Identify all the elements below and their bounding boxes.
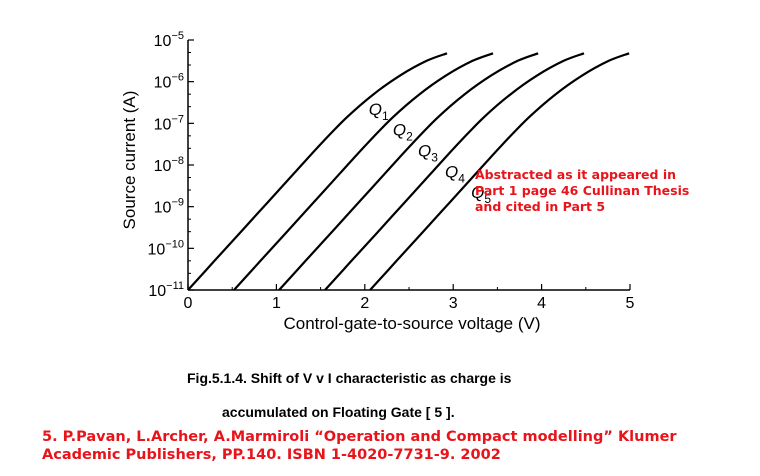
y-tick-label: 10−6 xyxy=(154,72,184,92)
abstract-note-line-1: Abstracted as it appeared in xyxy=(475,167,677,182)
curve-label-q1: Q1 xyxy=(369,100,389,123)
x-tick-label: 5 xyxy=(626,295,635,312)
chart-curves xyxy=(187,52,630,291)
y-tick-label: 10−11 xyxy=(148,280,184,300)
abstract-note-line-3: and cited in Part 5 xyxy=(475,199,606,214)
x-tick-label: 0 xyxy=(184,295,193,312)
y-axis-label: Source current (A) xyxy=(120,91,139,230)
curve-q2 xyxy=(233,52,494,291)
y-tick-label: 10−7 xyxy=(154,113,184,133)
y-tick-label: 10−8 xyxy=(154,155,184,175)
x-axis-ticks: 0 1 2 3 4 5 xyxy=(184,284,635,312)
reference-citation: 5. P.Pavan, L.Archer, A.Marmiroli “Opera… xyxy=(42,429,677,463)
y-tick-label: 10−10 xyxy=(148,238,184,258)
curve-q4 xyxy=(324,52,585,291)
x-tick-label: 4 xyxy=(537,295,546,312)
y-axis-ticks: 10−5 10−6 10−7 10−8 10−9 10−10 10−11 xyxy=(148,30,194,300)
curve-label-q4: Q4 xyxy=(445,162,465,185)
abstract-note: Abstracted as it appeared in Part 1 page… xyxy=(475,167,745,215)
chart-axes xyxy=(187,40,630,291)
y-tick-label: 10−9 xyxy=(154,197,184,217)
figure-caption-line-1: Fig.5.1.4. Shift of V v I characteristic… xyxy=(187,370,512,386)
curve-q5 xyxy=(369,52,630,291)
iv-chart: 10−5 10−6 10−7 10−8 10−9 10−10 10−11 0 1 2 3 4 5 Q1… xyxy=(120,30,635,333)
curve-label-q2: Q2 xyxy=(393,121,413,144)
curve-label-q3: Q3 xyxy=(418,141,438,164)
curve-q1 xyxy=(187,52,448,291)
figure-caption-line-2: accumulated on Floating Gate [ 5 ]. xyxy=(222,404,455,420)
x-tick-label: 2 xyxy=(360,295,369,312)
x-tick-label: 1 xyxy=(272,295,281,312)
x-axis-label: Control-gate-to-source voltage (V) xyxy=(283,314,540,333)
y-tick-label: 10−5 xyxy=(154,30,184,50)
curve-label-q5: Q5 xyxy=(471,183,491,206)
curve-q3 xyxy=(278,52,539,291)
x-tick-label: 3 xyxy=(449,295,458,312)
abstract-note-line-2: Part 1 page 46 Cullinan Thesis xyxy=(475,183,690,198)
